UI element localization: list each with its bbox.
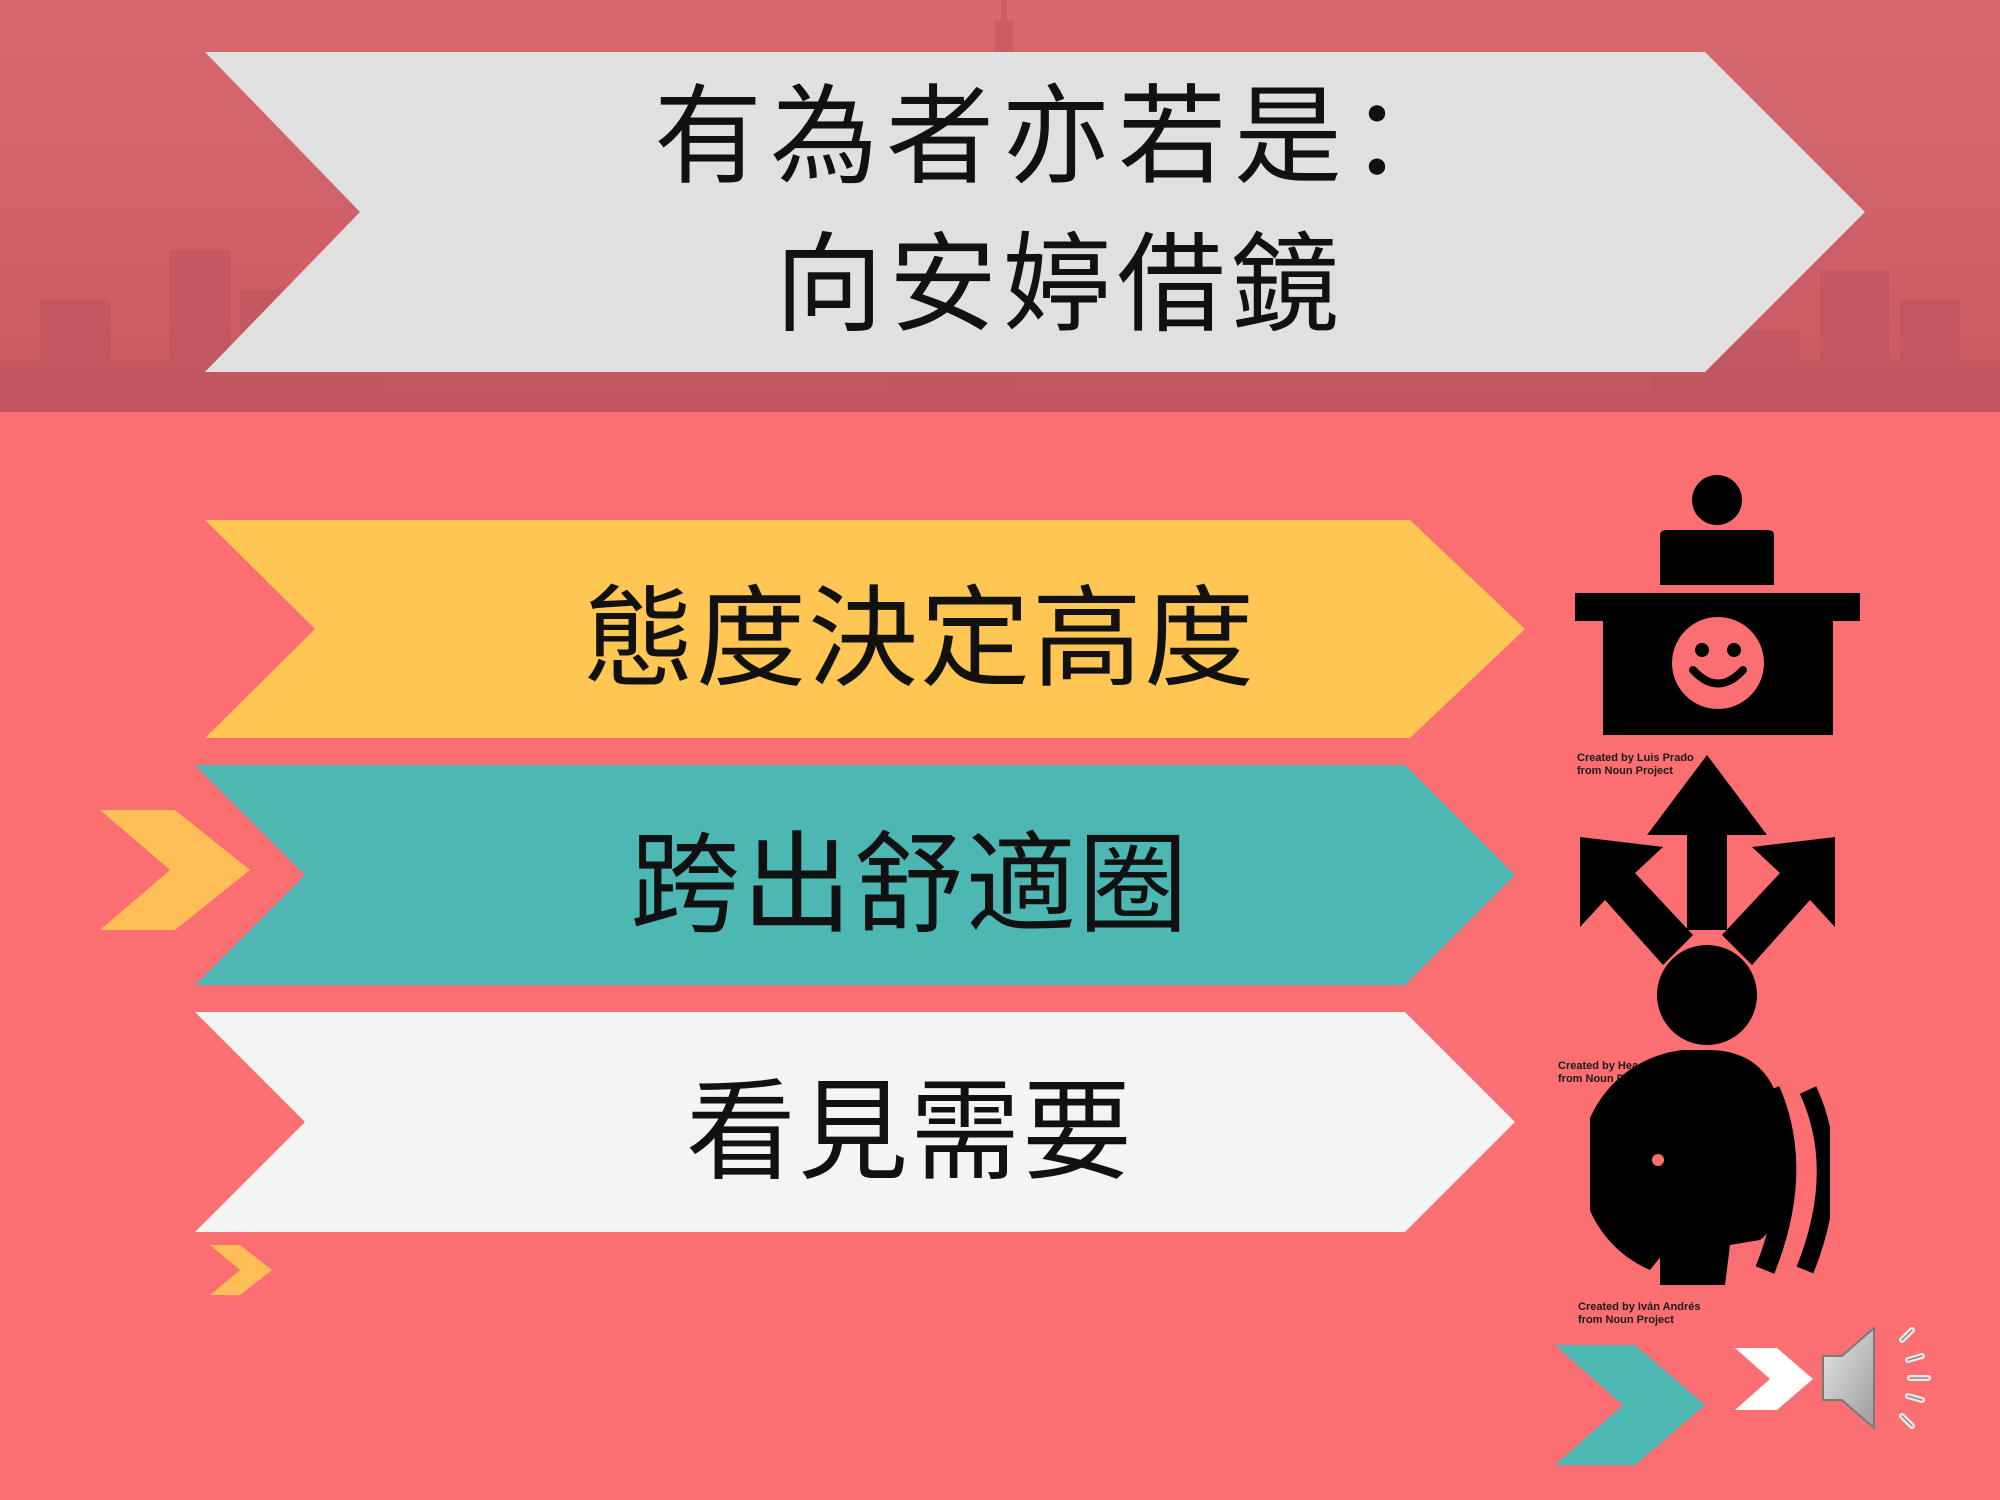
chevron-teal-bottom xyxy=(1555,1345,1705,1465)
title-arrow-shape xyxy=(205,52,1865,372)
credit-2: Created by Hea from Noun P xyxy=(1558,1060,1638,1086)
credit-1-line1: Created by Luis Prado xyxy=(1577,752,1694,764)
credit-3-line2: from Noun Project xyxy=(1578,1314,1674,1326)
speaker-icon[interactable] xyxy=(1818,1318,1946,1438)
item-label-see-needs: 看見需要 xyxy=(686,1068,1134,1196)
credit-2-line1: Created by Hea xyxy=(1558,1060,1639,1072)
hearing-head-icon xyxy=(1590,1050,1830,1285)
credit-2-line2: from Noun P xyxy=(1558,1073,1624,1085)
decision-arrows-person-icon xyxy=(1580,755,1835,1045)
item-arrow-teal xyxy=(195,765,1515,985)
item-label-comfort-zone: 跨出舒適圈 xyxy=(630,821,1190,949)
credit-3: Created by Iván Andrés from Noun Project xyxy=(1578,1301,1700,1327)
chevron-white-bottom xyxy=(1735,1348,1813,1410)
title-line-2: 向安婷借鏡 xyxy=(774,223,1345,348)
chevron-yellow-large xyxy=(100,810,250,930)
credit-3-line1: Created by Iván Andrés xyxy=(1578,1301,1701,1313)
item-arrow-yellow xyxy=(205,520,1525,738)
reception-desk-smile-icon xyxy=(1575,475,1860,735)
credit-1-line2: from Noun Project xyxy=(1577,765,1673,777)
credit-1: Created by Luis Prado from Noun Project xyxy=(1577,752,1694,778)
item-label-attitude: 態度決定高度 xyxy=(584,575,1256,703)
item-arrow-white xyxy=(195,1012,1515,1232)
title-line-1: 有為者亦若是： xyxy=(653,75,1466,200)
slide-title: 有為者亦若是： 向安婷借鏡 xyxy=(560,52,1560,372)
chevron-yellow-small xyxy=(210,1245,272,1295)
